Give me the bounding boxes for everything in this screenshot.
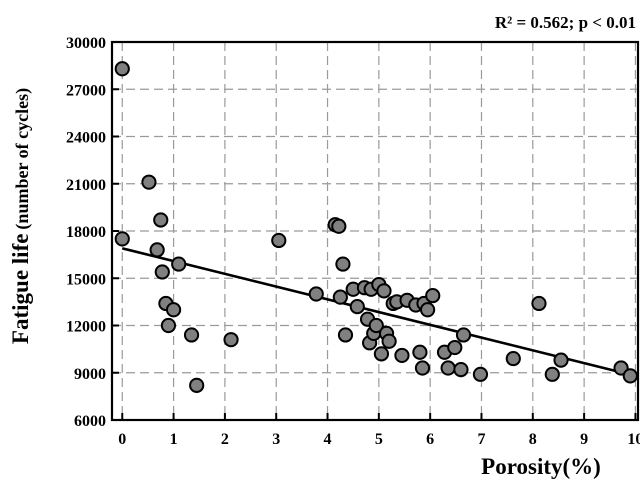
data-point (381, 333, 397, 349)
x-tick-label: 7 (477, 431, 485, 448)
y-tick-label: 18000 (66, 224, 106, 241)
y-tick-label: 15000 (66, 271, 106, 288)
data-point (531, 295, 547, 312)
data-point (223, 332, 239, 348)
x-axis-title: Porosity(%) (481, 454, 601, 479)
regression-line-group (121, 247, 636, 378)
data-point (412, 344, 428, 360)
data-point (171, 256, 187, 272)
data-point (455, 327, 472, 343)
data-point (553, 352, 569, 368)
y-tick-label: 24000 (66, 130, 106, 147)
y-tick-label: 9000 (74, 366, 106, 383)
data-point (376, 283, 392, 299)
data-point (160, 317, 177, 334)
data-point (472, 366, 489, 382)
x-tick-label: 6 (426, 431, 434, 448)
axis-ticks (112, 41, 637, 421)
data-point (189, 377, 205, 393)
data-point (332, 289, 348, 305)
x-tick-label: 9 (580, 431, 588, 448)
data-point (308, 286, 324, 302)
data-point (114, 231, 130, 247)
data-point (183, 327, 200, 343)
data-point (544, 366, 560, 382)
data-point (447, 339, 463, 356)
y-tick-label: 12000 (66, 319, 106, 336)
y-tick-labels: 6000 9000 12000 15000 18000 21000 24000 27000 30… (66, 35, 106, 430)
y-tick-label: 6000 (74, 413, 106, 430)
x-tick-labels: 0 1 2 3 4 5 6 7 8 9 10 (118, 431, 640, 448)
data-point (337, 327, 354, 343)
data-point (622, 368, 638, 384)
data-point (271, 232, 287, 249)
data-points (114, 61, 638, 393)
data-point (394, 347, 410, 364)
y-tick-label: 27000 (66, 82, 106, 99)
x-tick-label: 5 (375, 431, 383, 448)
data-point (153, 212, 169, 228)
x-tick-label: 3 (272, 431, 280, 448)
data-point (149, 242, 165, 258)
y-axis-title-main: Fatigue life (8, 234, 33, 345)
y-axis-title: Fatigue life (number of cycles) (8, 88, 33, 344)
y-axis-title-unit: (number of cycles) (12, 88, 33, 230)
data-point (165, 302, 182, 318)
x-tick-label: 10 (627, 431, 640, 448)
data-point (141, 174, 157, 190)
x-tick-label: 2 (221, 431, 229, 448)
data-point (373, 346, 390, 362)
data-point (420, 302, 436, 318)
regression-line (121, 247, 636, 378)
data-point (335, 256, 351, 272)
data-point (505, 350, 521, 367)
data-point (368, 317, 384, 334)
data-point (414, 360, 431, 376)
data-point (154, 264, 170, 280)
data-point (349, 299, 365, 315)
data-point (453, 362, 469, 378)
y-tick-label: 30000 (66, 35, 106, 52)
y-tick-label: 21000 (66, 177, 106, 194)
data-point (440, 360, 456, 376)
grid (112, 42, 638, 420)
x-tick-label: 4 (324, 431, 332, 448)
data-point (114, 61, 130, 77)
data-point (331, 218, 347, 234)
data-point (425, 287, 441, 304)
r-squared-annotation: R² = 0.562; p < 0.01 (495, 13, 636, 32)
x-tick-label: 8 (529, 431, 537, 448)
x-tick-label: 0 (118, 431, 126, 448)
x-tick-label: 1 (170, 431, 178, 448)
